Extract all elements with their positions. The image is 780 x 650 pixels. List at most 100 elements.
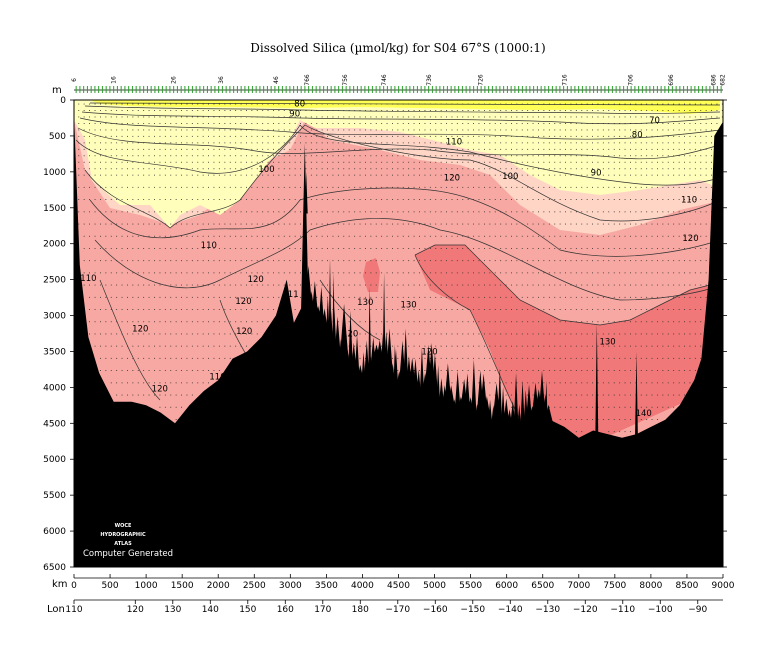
sample-point — [300, 223, 301, 225]
sample-point — [105, 123, 107, 124]
sample-point — [278, 123, 280, 124]
sample-point — [343, 296, 345, 298]
sample-point — [478, 155, 480, 157]
sample-point — [500, 110, 502, 111]
sample-point — [602, 260, 604, 262]
sample-point — [294, 260, 296, 262]
sample-point — [570, 296, 572, 298]
sample-point — [689, 174, 691, 176]
sample-point — [700, 123, 702, 124]
sample-point — [116, 161, 118, 163]
sample-point — [700, 135, 702, 137]
sample-point — [121, 103, 123, 105]
sample-point — [651, 211, 653, 213]
sample-point — [89, 103, 90, 105]
sample-point — [83, 148, 85, 150]
sample-point — [197, 186, 199, 188]
sample-point — [635, 186, 637, 188]
sample-point — [267, 272, 269, 274]
sample-point — [570, 168, 572, 170]
sample-point — [105, 129, 107, 131]
sample-point — [354, 129, 356, 131]
sample-point — [484, 211, 485, 213]
sample-point — [332, 129, 334, 131]
sample-point — [640, 345, 642, 347]
sample-point — [224, 186, 226, 188]
sample-point — [451, 382, 453, 384]
sample-point — [208, 296, 209, 298]
sample-point — [181, 103, 182, 105]
sample-point — [592, 129, 593, 131]
sample-point — [602, 155, 604, 157]
sample-point — [246, 186, 247, 188]
sample-point — [159, 333, 161, 335]
sample-point — [213, 321, 215, 323]
sample-point — [278, 272, 280, 274]
sample-point — [116, 309, 118, 310]
contour-label: 130 — [357, 298, 373, 308]
sample-point — [386, 174, 388, 176]
sample-point — [694, 142, 696, 144]
sample-point — [267, 168, 269, 170]
sample-point — [197, 148, 199, 150]
sample-point — [229, 129, 231, 131]
sample-point — [565, 406, 566, 408]
sample-point — [467, 199, 469, 200]
sample-point — [121, 199, 123, 200]
sample-point — [332, 123, 334, 124]
sample-point — [651, 248, 653, 249]
sample-point — [597, 260, 599, 262]
sample-point — [218, 309, 220, 310]
sample-point — [565, 419, 566, 420]
sample-point — [667, 333, 669, 335]
sample-point — [235, 272, 237, 274]
sample-point — [673, 148, 675, 150]
sample-point — [278, 211, 280, 213]
sample-point — [127, 296, 128, 298]
sample-point — [559, 116, 561, 118]
sample-point — [446, 186, 447, 188]
sample-point — [256, 223, 258, 225]
sample-point — [651, 199, 653, 200]
sample-point — [602, 357, 604, 359]
sample-point — [343, 116, 345, 118]
sample-point — [197, 174, 199, 176]
sample-point — [602, 199, 604, 200]
sample-point — [348, 129, 350, 131]
sample-point — [256, 155, 258, 157]
sample-point — [505, 129, 507, 131]
sample-point — [624, 211, 626, 213]
sample-point — [592, 248, 593, 249]
sample-point — [208, 321, 209, 323]
sample-point — [478, 123, 480, 124]
sample-point — [489, 174, 491, 176]
sample-point — [397, 155, 399, 157]
sample-point — [294, 235, 296, 237]
sample-point — [424, 110, 426, 111]
contour-label: 120 — [682, 234, 698, 244]
x-axis-label: km — [52, 579, 68, 590]
sample-point — [397, 186, 399, 188]
sample-point — [251, 186, 253, 188]
sample-point — [127, 309, 128, 310]
sample-point — [511, 260, 512, 262]
sample-point — [359, 123, 361, 124]
sample-point — [565, 357, 566, 359]
sample-point — [218, 223, 220, 225]
sample-point — [597, 110, 599, 111]
sample-point — [105, 357, 107, 359]
sample-point — [397, 223, 399, 225]
sample-point — [575, 357, 577, 359]
sample-point — [689, 235, 691, 237]
sample-point — [100, 174, 101, 176]
sample-point — [300, 142, 301, 144]
station-label: 682 — [719, 74, 726, 86]
sample-point — [202, 248, 204, 249]
sample-point — [429, 223, 431, 225]
sample-point — [516, 199, 518, 200]
sample-point — [424, 321, 426, 323]
sample-point — [262, 248, 264, 249]
sample-point — [635, 272, 637, 274]
sample-point — [148, 394, 150, 396]
sample-point — [83, 199, 85, 200]
